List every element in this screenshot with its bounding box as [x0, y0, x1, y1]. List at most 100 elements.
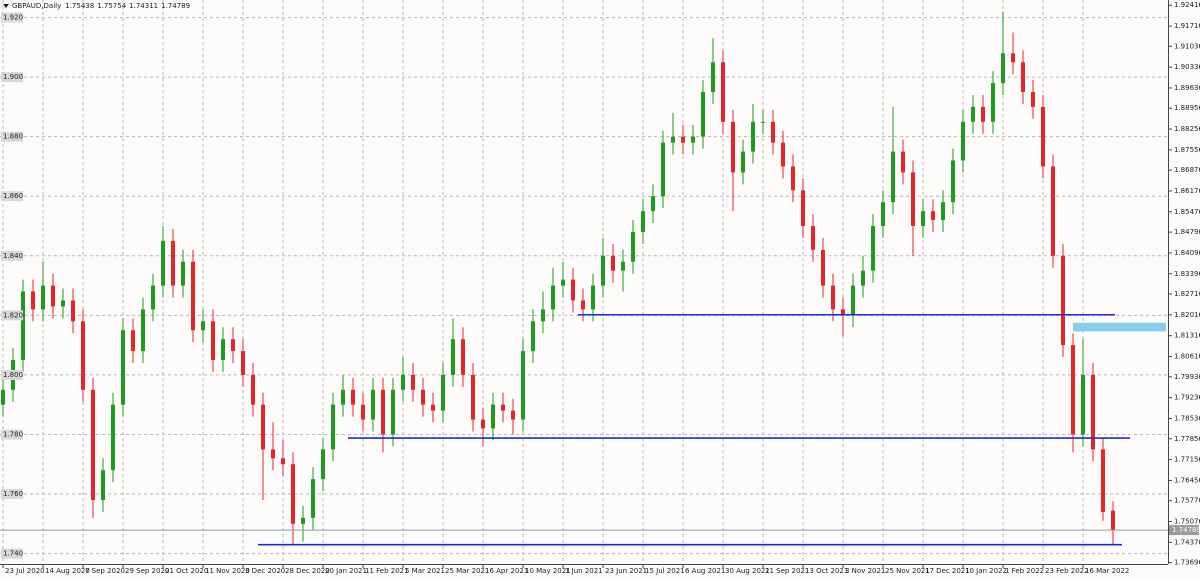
candle-body — [671, 136, 675, 143]
candle-body — [651, 196, 655, 212]
y-tick-label: 1.760 — [3, 490, 23, 498]
candle-body — [441, 374, 445, 411]
y2-tick-label: 1.75776 — [1174, 497, 1200, 505]
candle-body — [751, 121, 755, 152]
candle-body — [981, 106, 985, 122]
y-tick-label: 1.920 — [3, 14, 23, 22]
candle-body — [491, 404, 495, 429]
candle-body — [461, 339, 465, 375]
candle-body — [251, 374, 255, 405]
x-tick-label: 10 May 2021 — [525, 567, 571, 575]
candle-body — [1041, 106, 1045, 167]
candle-body — [401, 374, 405, 390]
candle-body — [391, 389, 395, 435]
candle-body — [71, 300, 75, 322]
candle-body — [791, 166, 795, 191]
candle-body — [591, 285, 595, 310]
candle-body — [501, 404, 505, 411]
candle-body — [291, 464, 295, 524]
grid — [0, 0, 1168, 564]
candle-body — [661, 142, 665, 197]
low-value: 1.74311 — [129, 2, 158, 10]
level-label-bg — [1, 548, 23, 559]
candle-body — [851, 285, 855, 316]
candle-body — [831, 285, 835, 310]
candle-body — [1001, 53, 1005, 84]
candle-body — [1071, 345, 1075, 435]
candle-body — [121, 330, 125, 405]
x-tick-label: 1 Feb 2022 — [1005, 567, 1044, 575]
chart-header: GBPAUD,Daily 1.75438 1.75754 1.74311 1.74789 — [12, 2, 190, 10]
candle-body — [561, 279, 565, 286]
candle-body — [231, 339, 235, 352]
candle-body — [181, 261, 185, 286]
y2-tick-label: 1.79936 — [1174, 373, 1200, 381]
candle-body — [271, 449, 275, 459]
candle-body — [221, 339, 225, 361]
x-tick-label: 28 Dec 2020 — [285, 567, 330, 575]
candle-body — [381, 389, 385, 435]
x-tick-label: 16 Mar 2022 — [1085, 567, 1129, 575]
candle-body — [61, 300, 65, 307]
candle-body — [171, 240, 175, 286]
y-tick-label: 1.880 — [3, 133, 23, 141]
candle-body — [701, 92, 705, 137]
x-tick-label: 16 Apr 2021 — [485, 567, 528, 575]
x-tick-label: 25 Mar 2021 — [445, 567, 489, 575]
x-tick-label: 25 Nov 2021 — [885, 567, 930, 575]
y2-tick-label: 1.74376 — [1174, 538, 1200, 546]
candle-body — [551, 285, 555, 310]
y2-tick-label: 1.86176 — [1174, 187, 1200, 195]
y2-tick-label: 1.89636 — [1174, 84, 1200, 92]
candle-body — [731, 121, 735, 173]
candle-body — [1081, 374, 1085, 435]
current-price-label: 1.74789 — [1172, 526, 1200, 534]
open-value: 1.75438 — [65, 2, 94, 10]
candle-body — [81, 321, 85, 390]
candle-body — [351, 389, 355, 405]
candle-body — [211, 321, 215, 361]
candle-body — [951, 160, 955, 203]
y-tick-label: 1.780 — [3, 430, 23, 438]
level-label-bg — [1, 250, 23, 261]
candle-body — [361, 404, 365, 420]
high-value: 1.75754 — [97, 2, 126, 10]
candle-body — [841, 309, 845, 316]
y2-tick-label: 1.82716 — [1174, 290, 1200, 298]
candle-body — [1051, 166, 1055, 256]
x-tick-label: 10 Jan 2022 — [965, 567, 1007, 575]
candle-body — [421, 389, 425, 405]
candle-body — [1, 389, 5, 405]
symbol: GBPAUD,Daily — [12, 2, 61, 10]
candle-body — [961, 121, 965, 161]
y2-tick-label: 1.87556 — [1174, 146, 1200, 154]
candle-body — [821, 249, 825, 286]
candle-body — [201, 321, 205, 331]
candle-body — [31, 291, 35, 310]
level-label-bg — [1, 369, 23, 380]
symbol-menu-icon[interactable] — [3, 4, 9, 8]
candle-body — [801, 190, 805, 227]
x-tick-label: 1 Jun 2021 — [565, 567, 603, 575]
candle-body — [991, 83, 995, 122]
x-tick-label: 21 Oct 2020 — [165, 567, 208, 575]
y2-tick-label: 1.77856 — [1174, 435, 1200, 443]
x-tick-label: 20 Jan 2021 — [325, 567, 367, 575]
candle-body — [621, 261, 625, 271]
candle-body — [471, 374, 475, 420]
level-label-bg — [1, 131, 23, 142]
y-tick-label: 1.840 — [3, 252, 23, 260]
x-tick-label: 15 Jul 2021 — [645, 567, 685, 575]
y-tick-label: 1.820 — [3, 311, 23, 319]
candle-body — [911, 172, 915, 227]
x-tick-label: 11 Nov 2020 — [205, 567, 250, 575]
y2-tick-label: 1.73696 — [1174, 559, 1200, 567]
candle-body — [111, 404, 115, 471]
candle-body — [641, 211, 645, 232]
candle-body — [781, 142, 785, 167]
level-label-bg — [1, 429, 23, 440]
level-label-bg — [1, 310, 23, 321]
candle-body — [681, 136, 685, 143]
candle-body — [1021, 62, 1025, 93]
